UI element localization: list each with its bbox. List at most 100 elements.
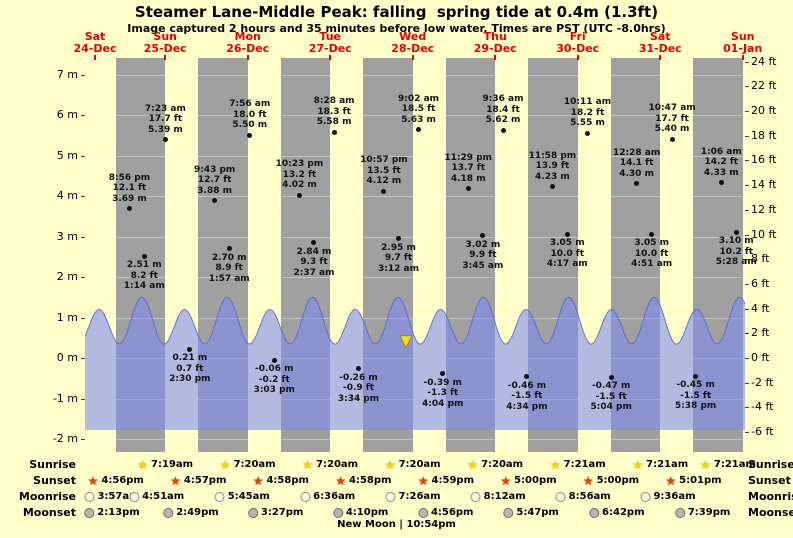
tide-label-line: 11:29 pm bbox=[444, 152, 493, 163]
tide-point-dot bbox=[564, 231, 570, 237]
tide-label-line: 17.7 ft bbox=[655, 113, 689, 124]
astro-time: 5:01pm bbox=[679, 475, 722, 486]
page-title: Steamer Lane-Middle Peak: falling spring… bbox=[134, 3, 659, 21]
tide-chart-plot-area bbox=[85, 58, 745, 452]
astro-time: 7:20am bbox=[316, 459, 359, 470]
axis-tick-right bbox=[745, 185, 749, 187]
tide-label-line: 1:57 am bbox=[208, 273, 250, 284]
tide-label-line: -0.26 m bbox=[339, 372, 378, 383]
tide-point-dot bbox=[669, 136, 675, 142]
day-date: 01-Jan bbox=[723, 42, 763, 55]
tide-point-label: 9:36 am 18.4 ft 5.62 m bbox=[473, 94, 533, 126]
day-tick bbox=[94, 55, 96, 60]
tide-label-line: 8:56 pm bbox=[108, 172, 151, 183]
moon-phase-label: New Moon | 10:54pm bbox=[337, 519, 456, 530]
tide-label-line: 7:56 am bbox=[229, 99, 271, 110]
tide-label-line: 17.7 ft bbox=[148, 114, 183, 125]
tide-point-label: 2.84 m 9.3 ft 2:37 am bbox=[284, 247, 344, 279]
sunrise-star-icon: ★ bbox=[384, 457, 396, 472]
axis-label-feet: 20 ft bbox=[751, 104, 777, 118]
tide-point-dot bbox=[608, 374, 614, 380]
tide-point-label: 3.05 m 10.0 ft 4:51 am bbox=[622, 238, 682, 270]
tide-label-line: 4:04 pm bbox=[422, 398, 464, 409]
tide-point-dot bbox=[126, 206, 132, 212]
tide-label-line: 18.5 ft bbox=[401, 104, 436, 115]
tide-point-label: 9:02 am 18.5 ft 5.63 m bbox=[389, 94, 449, 126]
tide-label-line: 12.1 ft bbox=[112, 183, 147, 194]
tide-label-line: 11:58 pm bbox=[528, 150, 577, 161]
astro-time: 3:27pm bbox=[260, 507, 304, 518]
astro-entry: ★ 4:59pm bbox=[418, 474, 474, 487]
tide-point-dot bbox=[141, 253, 147, 259]
tide-point-dot bbox=[585, 130, 590, 136]
tide-label-line: 18.2 ft bbox=[570, 107, 605, 118]
tide-label-line: 5.55 m bbox=[570, 118, 605, 129]
day-label: Sat 24-Dec bbox=[54, 31, 136, 55]
sunrise-star-icon: ★ bbox=[632, 457, 644, 472]
tide-point-label: 2.51 m 8.2 ft 1:14 am bbox=[114, 260, 174, 292]
tide-point-dot bbox=[356, 366, 361, 372]
tide-point-label: 7:23 am 17.7 ft 5.39 m bbox=[135, 104, 195, 136]
sunrise-star-icon: ★ bbox=[467, 457, 479, 472]
axis-label-feet: 10 ft bbox=[751, 227, 777, 241]
sunrise-star-icon: ★ bbox=[700, 457, 711, 472]
astro-entry: ★ 7:20am bbox=[220, 458, 276, 471]
axis-tick-left bbox=[81, 398, 85, 400]
astro-time: 7:20am bbox=[398, 459, 441, 470]
tide-label-line: 9:36 am bbox=[482, 94, 524, 105]
tide-label-line: 8.9 ft bbox=[215, 263, 243, 274]
astro-time: 2:13pm bbox=[97, 507, 140, 518]
tide-point-label: 7:56 am 18.0 ft 5.50 m bbox=[220, 99, 280, 131]
axis-tick-right bbox=[745, 308, 749, 310]
astro-row-label-left: Sunrise bbox=[29, 458, 76, 471]
axis-tick-right bbox=[745, 382, 749, 384]
astro-time: 4:59pm bbox=[431, 475, 474, 486]
tide-point-label: 10:57 pm 13.5 ft 4.12 m bbox=[354, 155, 414, 187]
tide-label-line: 9:02 am bbox=[398, 93, 440, 104]
astro-entry: ★ 4:56pm bbox=[88, 474, 144, 487]
axis-tick-left bbox=[81, 236, 85, 238]
sunset-star-icon: ★ bbox=[87, 473, 99, 488]
tide-label-line: 9.7 ft bbox=[384, 253, 413, 264]
axis-tick-right bbox=[745, 432, 749, 434]
axis-label-feet: -6 ft bbox=[751, 425, 774, 439]
tide-label-line: 5:04 pm bbox=[590, 402, 632, 413]
tide-label-line: 4.30 m bbox=[619, 168, 654, 179]
axis-tick-right bbox=[745, 209, 749, 211]
tide-label-line: 1:14 am bbox=[123, 281, 165, 292]
tide-label-line: 4.23 m bbox=[535, 171, 570, 182]
tide-label-line: 5.50 m bbox=[232, 120, 268, 131]
tide-point-dot bbox=[331, 129, 337, 135]
axis-label-feet: 4 ft bbox=[751, 301, 770, 315]
astro-time: 6:36am bbox=[313, 491, 356, 502]
tide-label-line: 13.5 ft bbox=[367, 165, 401, 176]
astro-row-label-right: Moonrise bbox=[748, 490, 793, 503]
day-tick bbox=[329, 55, 332, 60]
moonset-icon bbox=[332, 507, 343, 518]
moonrise-icon bbox=[129, 491, 140, 502]
tide-point-label: -0.39 m -1.3 ft 4:04 pm bbox=[413, 378, 473, 410]
tide-label-line: 3.69 m bbox=[112, 193, 147, 204]
moonset-icon bbox=[417, 507, 428, 518]
astro-time: 8:12am bbox=[483, 491, 526, 502]
tide-label-line: 13.9 ft bbox=[535, 161, 570, 172]
astro-time: 9:36am bbox=[653, 491, 696, 502]
astro-entry: ★ 7:21am bbox=[632, 458, 688, 471]
astro-time: 7:39pm bbox=[687, 507, 731, 518]
tide-label-line: 18.0 ft bbox=[232, 109, 267, 120]
tide-label-line: 3.05 m bbox=[549, 238, 585, 249]
astro-entry: ★ 7:19am bbox=[137, 458, 193, 471]
tide-label-line: 3.02 m bbox=[465, 239, 501, 250]
tide-point-dot bbox=[718, 180, 724, 186]
tide-label-line: -0.45 m bbox=[676, 380, 715, 391]
tide-label-line: 4.33 m bbox=[703, 167, 739, 178]
tide-point-label: 9:43 pm 12.7 ft 3.88 m bbox=[185, 165, 245, 197]
astro-time: 8:56am bbox=[568, 491, 611, 502]
sunset-star-icon: ★ bbox=[665, 473, 677, 488]
tide-label-line: 14.2 ft bbox=[704, 157, 739, 168]
axis-label-feet: 2 ft bbox=[751, 326, 770, 340]
gridline bbox=[85, 155, 745, 157]
astro-entry: 4:51am bbox=[129, 490, 184, 503]
tide-point-label: 2.70 m 8.9 ft 1:57 am bbox=[199, 253, 259, 285]
